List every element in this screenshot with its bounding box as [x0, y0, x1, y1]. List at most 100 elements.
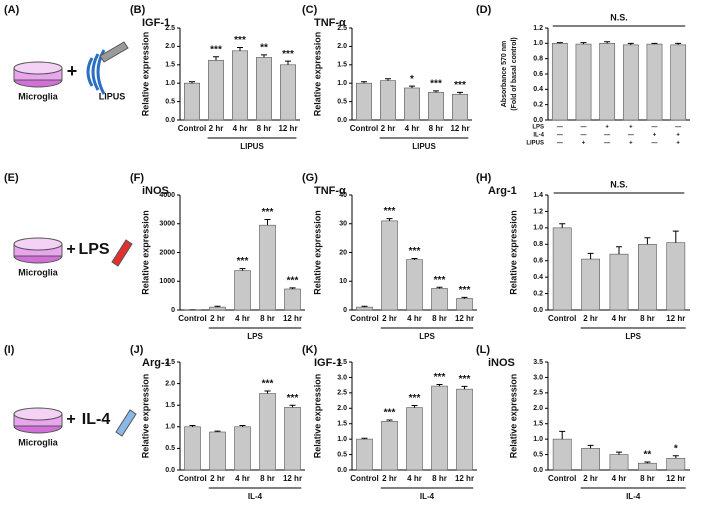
y-tick-label: 1.5	[337, 421, 347, 428]
x-tick-label: Control	[178, 474, 206, 483]
group-label: LPS	[625, 332, 641, 341]
group-label: IL-4	[626, 492, 641, 501]
x-tick-label: 2 hr	[583, 474, 598, 483]
y-axis-label: (Fold of basal control)	[511, 37, 518, 111]
treatment-label: IL-4	[82, 411, 111, 428]
error-bar	[265, 219, 271, 225]
x-tick-label: 4 hr	[233, 124, 248, 133]
y-tick-label: 0.0	[533, 117, 543, 124]
error-bar	[559, 224, 565, 228]
significance: ***	[210, 44, 222, 55]
y-tick-label: 3.5	[337, 359, 347, 366]
bar	[638, 463, 656, 470]
error-bar	[644, 238, 650, 245]
y-tick-label: 1.0	[337, 80, 347, 87]
x-tick-label: 12 hr	[455, 474, 474, 483]
error-bar	[290, 405, 296, 407]
significance: ***	[384, 408, 396, 419]
x-tick-label: 4 hr	[407, 314, 422, 323]
x-tick-label: Control	[548, 474, 576, 483]
error-bar	[616, 247, 622, 254]
y-tick-label: 0.5	[165, 98, 175, 105]
bar	[356, 83, 371, 120]
x-tick-label: Control	[178, 314, 206, 323]
y-tick-label: 1.4	[533, 192, 543, 199]
annotation: N.S.	[610, 179, 628, 189]
y-tick-label: 0.4	[533, 274, 543, 281]
error-bar	[412, 406, 418, 408]
y-tick-label: 1.5	[533, 421, 543, 428]
condition-value: +	[582, 141, 586, 147]
error-bar	[387, 219, 393, 221]
y-tick-label: 30	[339, 221, 347, 228]
y-tick-label: 0.2	[533, 290, 543, 297]
bar	[671, 45, 686, 120]
group-label: LIPUS	[412, 142, 436, 151]
error-bar	[261, 55, 267, 58]
panel-letter: (H)	[476, 172, 492, 184]
y-axis-label: Relative expression	[508, 374, 518, 459]
y-tick-label: 2.0	[533, 405, 543, 412]
condition-value: —	[557, 141, 563, 147]
y-tick-label: 2.5	[337, 25, 347, 32]
panel-letter: (G)	[302, 172, 318, 184]
panel-letter: (B)	[130, 4, 146, 16]
condition-value: —	[581, 125, 587, 131]
y-tick-label: 0.0	[533, 467, 543, 474]
condition-name: LPS	[532, 125, 544, 131]
x-tick-label: Control	[548, 314, 576, 323]
y-tick-label: 2.5	[533, 390, 543, 397]
x-tick-label: 8 hr	[257, 124, 272, 133]
schematic-i: (I) Microglia + IL-4	[4, 344, 136, 447]
panel-letter: (J)	[130, 344, 144, 356]
syringe	[112, 240, 132, 266]
y-tick-label: 1.0	[337, 436, 347, 443]
schematic-a: (A) Microglia + LIPUS	[4, 4, 128, 101]
condition-value: +	[605, 125, 609, 131]
x-tick-label: 2 hr	[210, 474, 225, 483]
error-bar	[673, 231, 679, 243]
condition-value: —	[557, 133, 563, 139]
condition-name: IL-4	[533, 133, 544, 139]
significance: *	[674, 443, 678, 454]
bar	[457, 389, 473, 470]
x-tick-label: Control	[350, 474, 378, 483]
schematic-e: (E) Microglia + LPS	[4, 172, 132, 277]
bar	[432, 386, 448, 470]
bar	[576, 44, 591, 120]
y-tick-label: 1.5	[165, 62, 175, 69]
x-tick-label: 2 hr	[381, 124, 396, 133]
y-tick-label: 0.0	[533, 307, 543, 314]
dish-top	[14, 62, 62, 74]
condition-value: —	[604, 133, 610, 139]
significance: ***	[287, 393, 299, 404]
significance: ***	[287, 276, 299, 287]
bar	[432, 288, 448, 310]
error-bar	[285, 61, 291, 65]
bar	[210, 432, 226, 470]
significance: ***	[262, 379, 274, 390]
x-tick-label: 4 hr	[405, 124, 420, 133]
y-axis-label: Relative expression	[508, 210, 518, 295]
bar	[452, 94, 467, 120]
y-tick-label: 3.5	[533, 359, 543, 366]
bar	[667, 458, 685, 470]
y-tick-label: 0.5	[337, 98, 347, 105]
bar	[260, 225, 276, 310]
bar	[357, 439, 373, 470]
bar	[184, 83, 199, 120]
cell-label: Microglia	[18, 267, 59, 277]
y-axis-label: Relative expression	[140, 32, 150, 117]
x-tick-label: 2 hr	[382, 474, 397, 483]
x-tick-label: 12 hr	[283, 474, 302, 483]
bar	[407, 408, 423, 470]
condition-value: —	[652, 141, 658, 147]
significance: ***	[459, 374, 471, 385]
plus: +	[67, 61, 78, 81]
x-tick-label: 12 hr	[278, 124, 297, 133]
y-tick-label: 0.0	[165, 117, 175, 124]
y-axis-label: Relative expression	[312, 210, 322, 295]
significance: *	[410, 74, 414, 85]
significance: ***	[384, 206, 396, 217]
significance: ***	[430, 79, 442, 90]
